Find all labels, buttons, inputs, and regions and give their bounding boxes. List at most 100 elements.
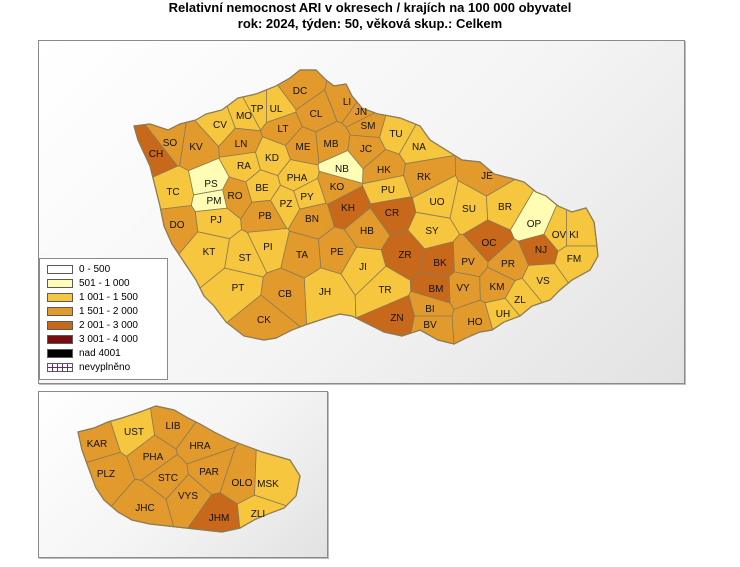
district-label: CB <box>278 289 292 300</box>
district-area-border <box>133 69 599 345</box>
map-subtitle: rok: 2024, týden: 50, věková skup.: Celk… <box>237 16 503 31</box>
district-label: PE <box>330 247 344 258</box>
district-label: BR <box>498 202 512 213</box>
legend-label: nevyplněno <box>79 361 131 373</box>
district-label: UH <box>496 309 510 320</box>
district-label: VS <box>536 276 550 287</box>
region-label: STC <box>158 473 178 484</box>
region-label: ZLI <box>251 509 265 520</box>
legend-item: 2 001 - 3 000 <box>47 319 138 331</box>
district-label: PU <box>381 185 395 196</box>
district-label: RA <box>237 161 251 172</box>
region-area-border <box>77 405 301 533</box>
district-label: PB <box>258 211 272 222</box>
legend-item: 1 501 - 2 000 <box>47 305 138 317</box>
region-label: LIB <box>165 421 180 432</box>
district-label: PV <box>461 257 475 268</box>
district-label: SO <box>163 138 178 149</box>
district-label: NA <box>412 142 426 153</box>
district-label: PZ <box>280 199 293 210</box>
legend-item: 3 001 - 4 000 <box>47 333 138 345</box>
district-area <box>566 80 598 247</box>
legend-label: 3 001 - 4 000 <box>79 333 138 345</box>
region-label: JHC <box>135 503 154 514</box>
district-label: JE <box>481 171 493 182</box>
district-label: BM <box>429 284 444 295</box>
legend-swatch <box>47 292 73 302</box>
legend-label: 1 501 - 2 000 <box>79 305 138 317</box>
legend-swatch <box>47 306 73 316</box>
district-label: TA <box>296 250 308 261</box>
district-label: TR <box>378 285 391 296</box>
district-label: OP <box>527 219 542 230</box>
district-label: KH <box>341 203 355 214</box>
region-label: UST <box>124 427 144 438</box>
district-label: JH <box>319 287 331 298</box>
district-label: BK <box>433 258 447 269</box>
legend-label: 0 - 500 <box>79 263 111 275</box>
legend-swatch <box>47 278 73 288</box>
district-label: MO <box>236 111 252 122</box>
district-label: KI <box>569 230 578 241</box>
district-label: JN <box>355 107 367 118</box>
legend-swatch <box>47 348 73 358</box>
district-label: NB <box>335 164 349 175</box>
region-label: VYS <box>178 491 198 502</box>
legend-swatch <box>47 362 73 372</box>
district-label: CL <box>310 109 323 120</box>
district-area <box>451 299 503 344</box>
district-label: RK <box>417 172 431 183</box>
legend-label: nad 4001 <box>79 347 121 359</box>
district-label: UO <box>430 197 445 208</box>
district-label: LN <box>235 139 248 150</box>
district-label: RO <box>228 191 243 202</box>
district-label: SY <box>425 226 439 237</box>
district-label: PY <box>300 192 314 203</box>
district-label: VY <box>456 283 470 294</box>
district-label: HK <box>377 165 391 176</box>
district-label: HO <box>468 317 483 328</box>
district-label: MB <box>324 139 339 150</box>
district-label: TU <box>389 129 402 140</box>
district-label: PT <box>232 283 245 294</box>
legend-item: nevyplněno <box>47 361 130 373</box>
district-label: PHA <box>287 173 308 184</box>
legend-item: 1 001 - 1 500 <box>47 291 138 303</box>
region-label: JHM <box>209 513 230 524</box>
district-label: KO <box>330 182 345 193</box>
district-label: ZL <box>514 295 526 306</box>
map-title: Relativní nemocnost ARI v okresech / kra… <box>168 0 572 15</box>
district-label: KM <box>490 282 505 293</box>
region-label: HRA <box>189 441 210 452</box>
district-label: OV <box>552 230 567 241</box>
district-label: ME <box>296 142 311 153</box>
district-label: CR <box>385 208 399 219</box>
region-label: OLO <box>231 478 252 489</box>
legend-item: 501 - 1 000 <box>47 277 130 289</box>
district-area <box>454 70 598 197</box>
district-label: LT <box>278 124 289 135</box>
region-area <box>236 494 300 532</box>
legend-item: 0 - 500 <box>47 263 110 275</box>
district-label: PM <box>207 196 222 207</box>
legend-item: nad 4001 <box>47 347 121 359</box>
district-label: BI <box>425 304 434 315</box>
district-label: PI <box>263 242 272 253</box>
district-area <box>554 245 598 344</box>
district-label: ZN <box>390 313 403 324</box>
district-label: HB <box>360 226 374 237</box>
legend-label: 2 001 - 3 000 <box>79 319 138 331</box>
district-label: KV <box>189 142 203 153</box>
district-label: UL <box>270 104 283 115</box>
district-label: SM <box>361 121 376 132</box>
district-label: TC <box>166 187 179 198</box>
district-label: CK <box>257 315 271 326</box>
legend-swatch <box>47 334 73 344</box>
district-label: BV <box>423 320 437 331</box>
region-label: MSK <box>257 479 279 490</box>
region-area <box>254 406 300 514</box>
district-label: DO <box>170 220 185 231</box>
legend-swatch <box>47 320 73 330</box>
district-label: KD <box>265 153 279 164</box>
